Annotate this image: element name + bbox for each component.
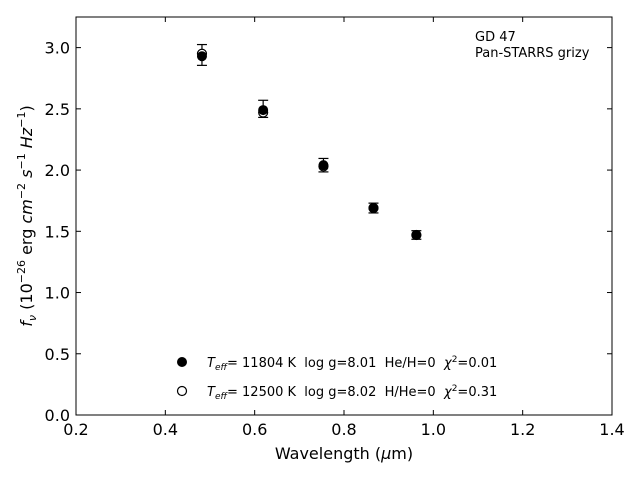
x-tick-label: 1.4 [599,420,624,439]
y-tick-label: 0.0 [45,406,70,425]
filled-marker [411,229,422,240]
annotation-survey: Pan-STARRS grizy [475,46,590,61]
legend-entry-2: Teff= 12500 K log g=8.02 H/He=0 χ2=0.31 [207,384,497,402]
filled-marker [318,160,329,171]
y-tick-labels: 0.0 0.5 1.0 1.5 2.0 2.5 3.0 [45,39,70,425]
y-tick-label: 2.0 [45,161,70,180]
plot-frame [75,16,613,416]
filled-marker [196,51,207,62]
legend-entry-1: Teff= 11804 K log g=8.01 He/H=0 χ2=0.01 [207,355,497,373]
x-axis-label: Wavelength (μm) [275,444,413,463]
legend-marker-filled [177,357,187,367]
legend: Teff= 11804 K log g=8.01 He/H=0 χ2=0.01 … [176,355,497,402]
x-tick-label: 1.2 [510,420,535,439]
filled-marker [258,105,269,116]
x-tick-label: 0.2 [63,420,88,439]
y-tick-label: 1.0 [45,284,70,303]
annotation-object-name: GD 47 [475,30,516,45]
y-axis-label: fν (10−26 erg cm−2 s−1 Hz−1) [15,105,39,326]
x-tick-label: 0.6 [242,420,267,439]
x-tick-label: 0.4 [153,420,178,439]
x-tick-labels: 0.2 0.4 0.6 0.8 1.0 1.2 1.4 [63,420,624,439]
filled-marker [368,203,379,214]
y-tick-label: 2.5 [45,100,70,119]
legend-marker-open [176,385,188,397]
x-tick-label: 0.8 [331,420,356,439]
x-tick-label: 1.0 [421,420,446,439]
y-tick-label: 1.5 [45,222,70,241]
data-markers [196,48,422,241]
y-tick-label: 3.0 [45,39,70,58]
y-tick-label: 0.5 [45,345,70,364]
